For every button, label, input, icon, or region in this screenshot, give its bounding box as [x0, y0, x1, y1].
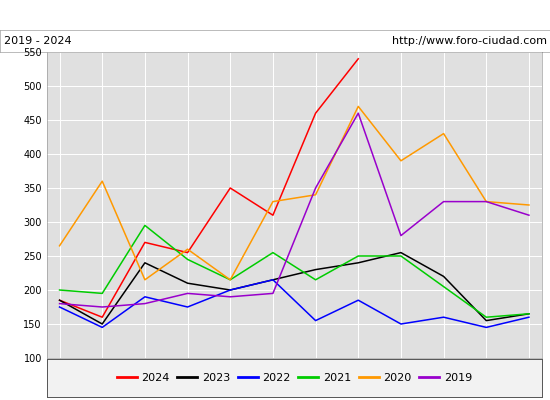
Text: Evolucion Nº Turistas Extranjeros en el municipio de Lorquí: Evolucion Nº Turistas Extranjeros en el … — [79, 8, 471, 22]
Text: 2019 - 2024: 2019 - 2024 — [4, 36, 72, 46]
Legend: 2024, 2023, 2022, 2021, 2020, 2019: 2024, 2023, 2022, 2021, 2020, 2019 — [112, 368, 476, 387]
Text: http://www.foro-ciudad.com: http://www.foro-ciudad.com — [392, 36, 547, 46]
